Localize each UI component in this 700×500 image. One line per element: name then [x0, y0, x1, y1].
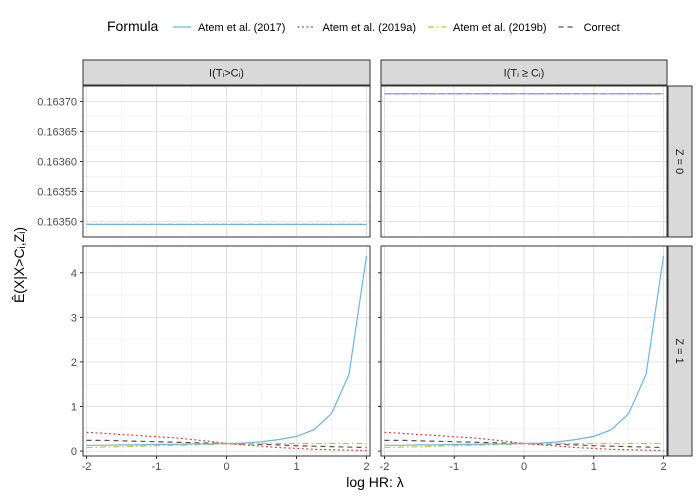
legend-label: Atem et al. (2019a): [322, 22, 416, 34]
y-tick-label: 0.16355: [37, 186, 77, 198]
legend-label: Atem et al. (2019b): [453, 22, 547, 34]
facet-strip-label: Z = 1: [673, 338, 685, 363]
y-tick-label: 2: [71, 357, 77, 369]
y-tick-label: 4: [71, 268, 77, 280]
facet-strip-background: [667, 85, 693, 238]
x-tick-label: 2: [660, 461, 666, 473]
legend-entry: Atem et al. (2019a): [297, 22, 416, 34]
facet-panel: 0 1 2 3 4 -2 -1 0 1 2: [71, 245, 371, 473]
x-tick-label: 0: [521, 461, 527, 473]
facet-strip-background: [380, 59, 668, 86]
x-tick-label: -2: [82, 461, 92, 473]
x-tick-label: 1: [293, 461, 299, 473]
facet-strip-top: I(Tᵢ ≥ Cᵢ): [380, 59, 668, 86]
y-tick-label: 3: [71, 312, 77, 324]
y-tick-label: 0.16365: [37, 127, 77, 139]
facet-strip-label: I(Tᵢ ≥ Cᵢ): [504, 68, 545, 80]
legend-entry: Atem et al. (2017): [173, 22, 285, 34]
y-tick-label: 0.16360: [37, 157, 77, 169]
y-tick-label: 0.16350: [37, 216, 77, 228]
facet-strip-right: Z = 1: [667, 245, 693, 457]
legend-label: Atem et al. (2017): [198, 22, 285, 34]
facet-panel: [378, 85, 668, 238]
legend-title: Formula: [107, 18, 159, 34]
series-line-atem-et-al-2017: [384, 255, 665, 446]
facet-strip-right: Z = 0: [667, 85, 693, 238]
y-tick-label: 0.16370: [37, 97, 77, 109]
x-tick-label: 2: [363, 461, 369, 473]
series-line-atem-et-al-2017: [86, 255, 368, 446]
legend: Formula Atem et al. (2017) Atem et al. (2…: [107, 18, 620, 34]
x-tick-label: 0: [223, 461, 229, 473]
x-tick-label: -2: [380, 461, 390, 473]
facet-panel: 0.16350 0.16355 0.16360 0.16365 0.16370: [37, 85, 371, 238]
facet-strip-background: [667, 245, 693, 457]
facet-strip-top: I(Tᵢ>Cᵢ): [82, 59, 371, 86]
legend-label: Correct: [584, 22, 620, 34]
x-tick-label: 1: [591, 461, 597, 473]
x-tick-label: -1: [152, 461, 162, 473]
x-tick-label: -1: [449, 461, 459, 473]
y-tick-label: 1: [71, 402, 77, 414]
x-axis-title: log HR: λ: [346, 474, 404, 490]
facet-panel: -2 -1 0 1 2: [378, 245, 668, 473]
series-line-correct: [86, 439, 367, 449]
facet-strip-label: I(Tᵢ>Cᵢ): [209, 68, 244, 80]
chart-panels: I(Tᵢ>Cᵢ) I(Tᵢ ≥ Cᵢ)Z = 0Z = 10.163500.163…: [37, 59, 693, 473]
y-tick-label: 0: [71, 446, 77, 458]
facet-strip-background: [82, 59, 371, 86]
legend-entry: Correct: [558, 22, 620, 34]
y-axis-title: Ê(X|X>Cᵢ,Zᵢ): [11, 227, 27, 303]
facet-strip-label: Z = 0: [673, 149, 685, 174]
legend-entry: Atem et al. (2019b): [428, 22, 547, 34]
